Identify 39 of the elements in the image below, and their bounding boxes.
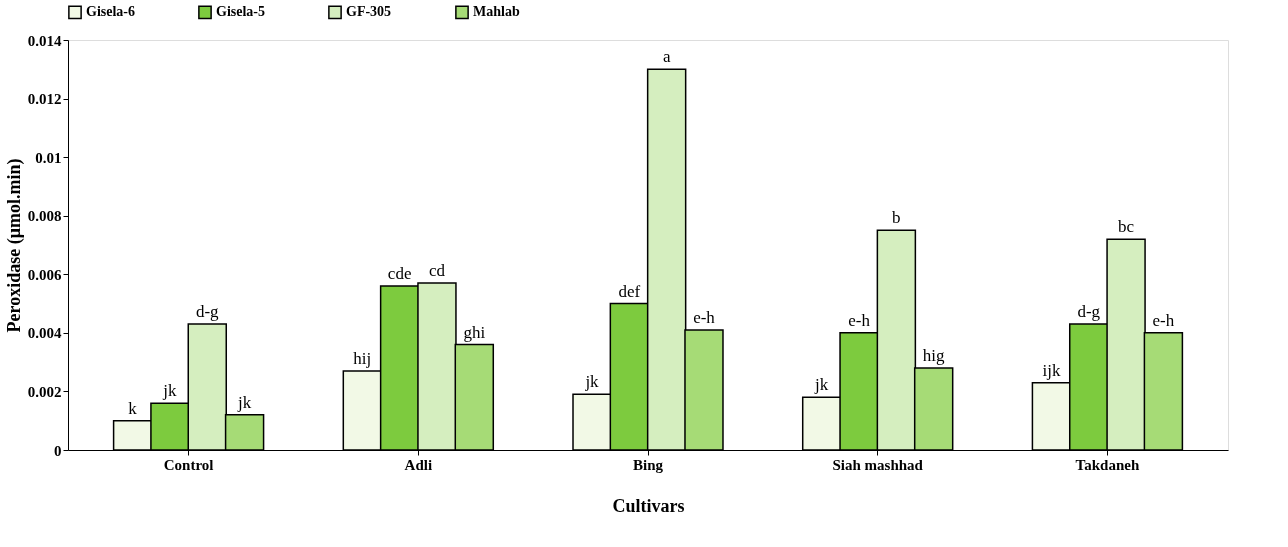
- data-label: hig: [922, 346, 946, 365]
- data-label: jk: [236, 392, 252, 412]
- data-label: e-h: [693, 307, 716, 327]
- x-tick-label: Siah mashhad: [832, 456, 924, 473]
- data-label: def: [618, 281, 641, 301]
- legend-label: GF-305: [346, 4, 392, 20]
- data-label: ijk: [1042, 360, 1061, 380]
- x-tick-label: Adli: [404, 456, 433, 473]
- data-label: cd: [428, 261, 446, 281]
- x-tick-label: Takdaneh: [1075, 456, 1140, 473]
- y-tick-label: 0.014: [27, 32, 62, 49]
- data-label: a: [662, 47, 671, 67]
- data-label: ghi: [463, 322, 486, 342]
- legend-label: Gisela-5: [216, 4, 265, 20]
- data-label: hij: [353, 348, 372, 368]
- y-tick-label: 0.004: [27, 325, 62, 342]
- data-label: e-h: [848, 310, 871, 330]
- legend-label: Mahlab: [473, 4, 520, 20]
- data-label: b: [892, 208, 901, 228]
- x-axis-title: Cultivars: [612, 495, 685, 516]
- data-label: e-h: [1152, 310, 1175, 330]
- y-tick-label: 0.012: [27, 91, 62, 108]
- y-axis-title: Peroxidase (μmol.min): [3, 158, 25, 333]
- data-label: jk: [162, 381, 178, 401]
- y-tick-label: 0.01: [35, 149, 62, 166]
- data-label: d-g: [195, 302, 220, 322]
- data-label: cde: [387, 264, 412, 283]
- y-tick-label: 0.002: [27, 383, 62, 400]
- x-tick-label: Bing: [632, 456, 664, 473]
- y-tick-label: 0: [54, 442, 62, 459]
- y-tick-label: 0.006: [27, 266, 62, 283]
- data-label: jk: [584, 372, 600, 392]
- y-tick-label: 0.008: [27, 208, 62, 225]
- data-label: d-g: [1077, 302, 1101, 322]
- data-label: bc: [1118, 217, 1135, 237]
- legend-label: Gisela-6: [86, 4, 135, 20]
- data-label: k: [128, 398, 138, 418]
- data-label: jk: [814, 375, 829, 395]
- x-tick-label: Control: [163, 456, 214, 473]
